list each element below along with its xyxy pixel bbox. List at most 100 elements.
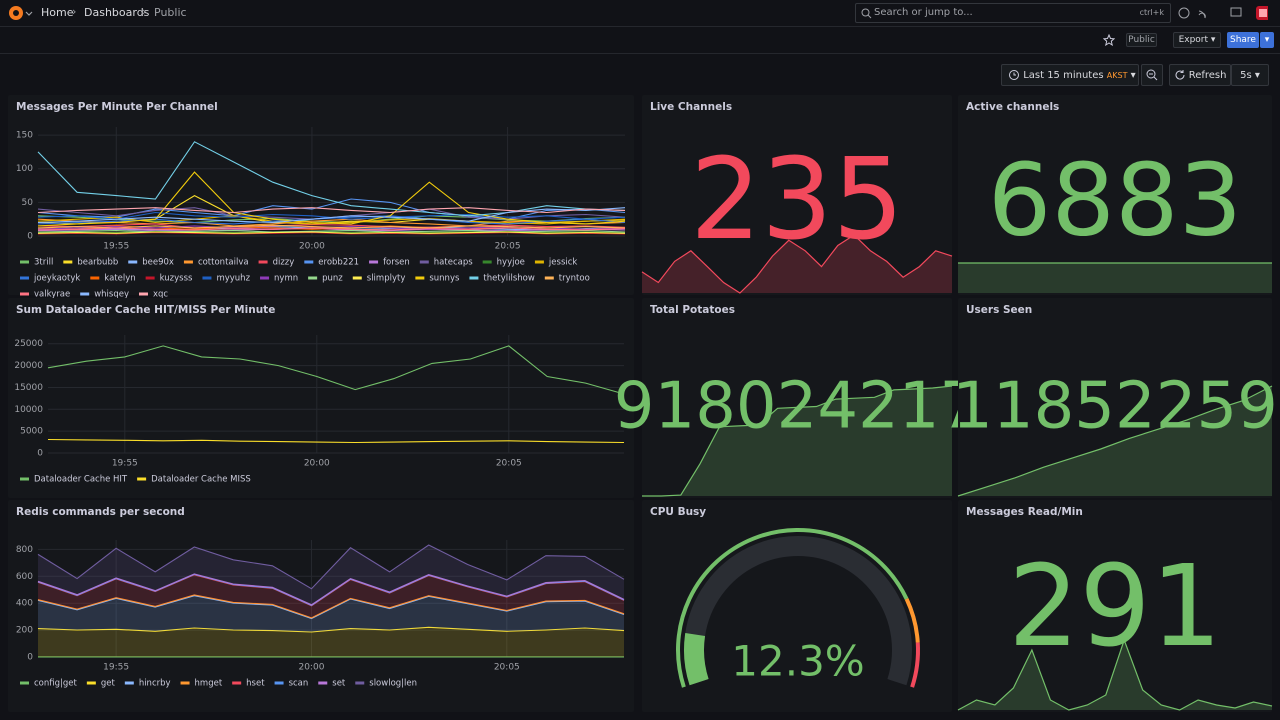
search-box[interactable]: Search or jump to... ctrl+k [855, 3, 1171, 23]
gauge-value [684, 633, 709, 686]
panel: Users Seen 11852259 [952, 298, 1278, 498]
interval-label: 5s [1240, 69, 1252, 81]
legend-label: hyyjoe [497, 258, 525, 268]
series-line [37, 231, 626, 234]
y-tick-label: 0 [27, 232, 33, 242]
panel: Redis commands per second 0 200 400 600 800 19… [8, 500, 634, 712]
breadcrumb[interactable]: Home [41, 6, 74, 19]
sparkline-area [958, 640, 1272, 710]
panel-background [8, 500, 634, 712]
legend-label: punz [322, 274, 343, 284]
x-tick-label: 20:05 [496, 459, 522, 469]
panel-background [958, 298, 1272, 498]
panel-background [642, 298, 952, 498]
stacked-area [38, 573, 624, 606]
legend-label: scan [289, 679, 309, 689]
legend-label: set [332, 679, 346, 689]
legend-label: dizzy [273, 258, 295, 268]
legend-label: 3trill [34, 258, 53, 268]
series-line [37, 595, 625, 620]
series-line [37, 230, 626, 233]
x-tick-label: 20:05 [495, 242, 521, 252]
sparkline-area [642, 386, 952, 496]
sparkline-area [642, 235, 952, 293]
y-tick-label: 800 [16, 545, 33, 555]
time-picker[interactable]: Last 15 minutes AKST ▾ [1001, 64, 1139, 86]
refresh-label: Refresh [1188, 69, 1227, 81]
series-line [37, 211, 626, 220]
sparkline [957, 385, 1273, 497]
series-line [37, 171, 626, 227]
top-icons[interactable] [1178, 6, 1268, 22]
legend-label: whisqey [94, 290, 129, 300]
series-line [37, 215, 626, 225]
legend-label: hincrby [139, 679, 171, 689]
legend-label: slimplyty [367, 274, 406, 284]
series-line [37, 230, 626, 234]
sparkline-area [958, 386, 1272, 496]
panel-title: Active channels [966, 101, 1059, 113]
series-line [37, 226, 626, 231]
x-tick-label: 20:00 [299, 242, 325, 252]
sparkline [641, 234, 953, 294]
y-tick-label: 600 [16, 572, 33, 582]
series-line [37, 207, 626, 224]
y-tick-label: 0 [37, 449, 43, 459]
series-line [37, 194, 626, 225]
panel-title: Total Potatoes [650, 304, 735, 316]
stat-value: 6883 [988, 141, 1243, 258]
legend-label: config|get [34, 679, 77, 689]
panel: Live Channels 235 [641, 95, 953, 295]
refresh-button[interactable]: Refresh [1169, 64, 1231, 86]
breadcrumb[interactable]: Public [154, 6, 187, 19]
clock-icon [1009, 70, 1019, 80]
breadcrumb-separator: › [142, 5, 147, 18]
refresh-interval[interactable]: 5s ▾ [1231, 64, 1269, 86]
x-tick-label: 19:55 [112, 459, 138, 469]
y-tick-label: 0 [27, 653, 33, 663]
threshold-band [910, 642, 920, 688]
sparkline [642, 385, 953, 497]
legend-label: myyuhz [216, 274, 250, 284]
series-line [37, 215, 626, 224]
refresh-icon [1175, 70, 1185, 80]
legend-label: hset [246, 679, 265, 689]
sparkline-area [958, 263, 1272, 293]
panel-background [8, 298, 634, 498]
series-line [37, 227, 626, 231]
share-menu[interactable]: ▾ [1260, 32, 1274, 48]
panel-background [642, 500, 952, 712]
y-tick-label: 10000 [14, 405, 43, 415]
series-line [37, 574, 625, 607]
export-button[interactable]: Export ▾ [1173, 32, 1221, 48]
legend-label: forsen [383, 258, 410, 268]
star-button[interactable] [1103, 34, 1115, 46]
series-line [37, 232, 626, 235]
x-tick-label: 20:05 [494, 663, 520, 673]
panel: Messages Per Minute Per Channel 0 50 100 150… [8, 95, 634, 300]
legend-label: cottontailva [198, 258, 249, 268]
x-tick-label: 20:00 [304, 459, 330, 469]
toolbar: Public Export ▾ Share ▾ [0, 27, 1280, 54]
panel: Messages Read/Min 291 [957, 500, 1273, 712]
share-button[interactable]: Share [1227, 32, 1259, 48]
y-tick-label: 25000 [14, 339, 43, 349]
panel-background [958, 500, 1272, 712]
zoom-out-button[interactable] [1141, 64, 1163, 86]
stat-value: 918024217 [614, 370, 980, 444]
stacked-area [38, 574, 624, 618]
logo[interactable] [8, 5, 34, 22]
sparkline [957, 638, 1273, 711]
stacked-area [38, 627, 624, 657]
legend-label: hmget [195, 679, 223, 689]
stacked-area [38, 574, 624, 606]
series-line [37, 198, 626, 220]
export-label: Export [1178, 35, 1209, 45]
panel-title: CPU Busy [650, 506, 706, 518]
breadcrumb[interactable]: Dashboards [84, 6, 150, 19]
legend-label: katelyn [104, 274, 135, 284]
x-tick-label: 20:00 [298, 663, 324, 673]
panel-title: Live Channels [650, 101, 732, 113]
